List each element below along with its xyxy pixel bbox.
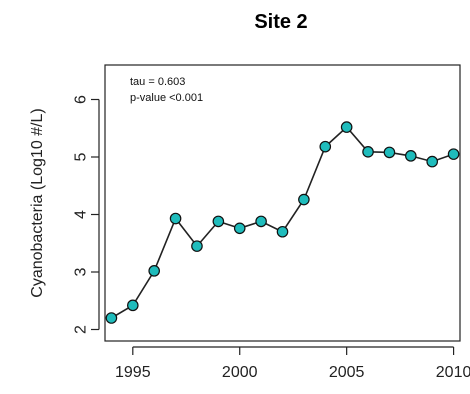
data-point xyxy=(212,215,225,228)
series-line-group xyxy=(110,125,454,319)
data-point xyxy=(383,146,396,159)
data-point xyxy=(276,225,289,238)
y-tick-label: 3 xyxy=(73,267,90,276)
x-tick-label: 2005 xyxy=(329,364,365,381)
y-axis-label: Cyanobacteria (Log10 #/L) xyxy=(29,108,46,297)
x-tick-label: 2000 xyxy=(222,364,258,381)
data-point xyxy=(127,299,139,312)
series-line xyxy=(110,125,454,319)
annotation-tau: tau = 0.603 xyxy=(130,76,185,88)
data-point xyxy=(319,140,332,153)
x-tick-label: 2010 xyxy=(436,364,470,381)
data-point xyxy=(340,121,353,133)
data-point xyxy=(191,240,203,252)
data-point xyxy=(298,193,310,206)
data-point xyxy=(255,215,267,228)
series-points-group xyxy=(105,121,460,324)
x-tick-label: 1995 xyxy=(115,364,151,381)
y-tick-label: 6 xyxy=(73,95,90,104)
data-point xyxy=(233,222,246,235)
y-tick-label: 2 xyxy=(73,325,90,334)
chart-title: Site 2 xyxy=(254,11,307,33)
data-point xyxy=(105,312,118,324)
data-point xyxy=(426,155,438,168)
plot-frame xyxy=(104,64,461,342)
annotation-pvalue: p-value <0.001 xyxy=(130,92,203,104)
axes: 1995 2000 2005 2010 2 3 4 5 6 xyxy=(73,95,470,381)
data-point xyxy=(447,148,460,160)
data-point xyxy=(362,146,374,158)
data-point xyxy=(405,150,417,162)
y-tick-label: 5 xyxy=(73,152,90,161)
data-point xyxy=(169,212,182,225)
y-tick-label: 4 xyxy=(73,210,90,219)
data-point xyxy=(148,265,160,277)
